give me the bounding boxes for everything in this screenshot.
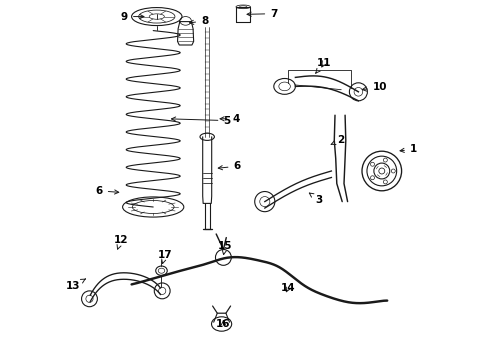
Ellipse shape bbox=[200, 133, 215, 140]
Text: 17: 17 bbox=[158, 250, 172, 264]
Text: 5: 5 bbox=[172, 116, 231, 126]
Text: 15: 15 bbox=[218, 240, 232, 255]
Text: 16: 16 bbox=[216, 319, 231, 329]
Text: 8: 8 bbox=[190, 16, 208, 26]
Text: 7: 7 bbox=[247, 9, 277, 19]
Text: 1: 1 bbox=[400, 144, 417, 154]
Text: 10: 10 bbox=[362, 82, 387, 93]
Text: 9: 9 bbox=[121, 12, 144, 22]
Text: 3: 3 bbox=[309, 193, 322, 205]
Text: 4: 4 bbox=[220, 114, 240, 124]
Text: 14: 14 bbox=[281, 283, 295, 293]
Text: 11: 11 bbox=[316, 58, 331, 73]
Text: 2: 2 bbox=[331, 135, 344, 145]
Text: 13: 13 bbox=[66, 279, 85, 291]
Text: 6: 6 bbox=[218, 161, 241, 171]
Text: 6: 6 bbox=[96, 186, 119, 196]
Text: 12: 12 bbox=[114, 235, 128, 249]
